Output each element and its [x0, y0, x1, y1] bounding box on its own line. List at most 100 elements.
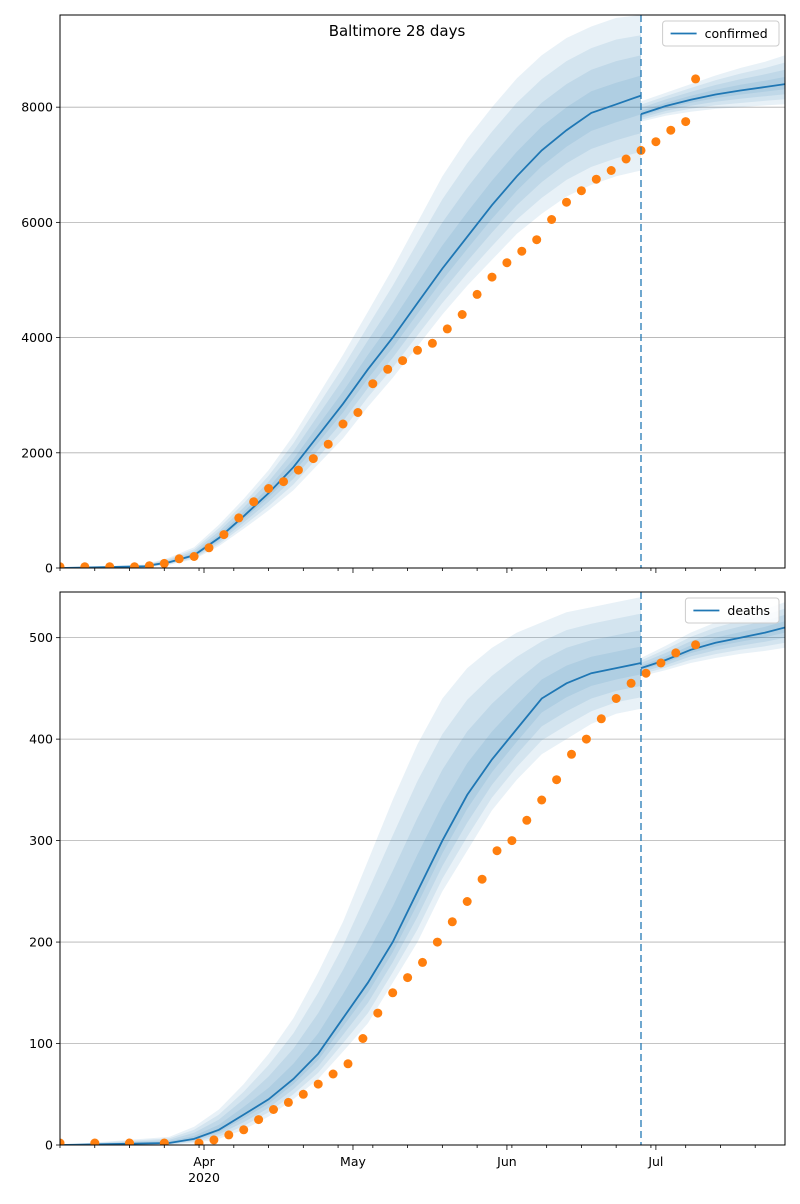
- observed-point: [219, 530, 229, 540]
- uncertainty-band: [60, 613, 641, 1145]
- uncertainty-band: [60, 15, 641, 568]
- observed-point: [581, 734, 591, 744]
- observed-point: [403, 973, 413, 983]
- observed-point: [313, 1079, 323, 1089]
- uncertainty-band: [60, 75, 641, 568]
- observed-point: [159, 1138, 169, 1145]
- uncertainty-band: [641, 608, 785, 675]
- legend-box: [684, 597, 780, 624]
- observed-point: [239, 1125, 249, 1135]
- observed-point: [606, 166, 616, 175]
- observed-point: [343, 1059, 353, 1069]
- forecast-line: [640, 626, 785, 669]
- legend-box: [662, 20, 780, 47]
- model-line: [60, 662, 642, 1145]
- observed-point: [60, 562, 65, 568]
- uncertainty-band: [641, 62, 785, 120]
- observed-point: [596, 714, 606, 724]
- observed-point: [641, 668, 651, 678]
- uncertainty-band: [60, 55, 641, 568]
- observed-point: [269, 1105, 278, 1114]
- axes-frame: [59, 591, 786, 1146]
- axes-frame: [59, 14, 786, 569]
- observed-point: [209, 1135, 219, 1145]
- uncertainty-band: [60, 630, 641, 1145]
- observed-point: [537, 795, 547, 805]
- observed-point: [547, 215, 557, 224]
- y-tick-label: 0: [45, 561, 53, 576]
- observed-point: [174, 554, 184, 564]
- observed-point: [249, 497, 259, 507]
- observed-point: [691, 640, 701, 650]
- observed-point: [591, 174, 601, 184]
- observed-point: [125, 1138, 134, 1145]
- observed-point: [298, 1089, 308, 1099]
- observed-point: [432, 937, 442, 947]
- observed-point: [621, 154, 631, 164]
- observed-point: [691, 74, 701, 84]
- x-tick-label: Jul: [647, 1154, 663, 1169]
- observed-point: [105, 562, 115, 568]
- legend-label: confirmed: [705, 26, 768, 41]
- observed-point: [666, 125, 676, 135]
- observed-point: [472, 289, 482, 299]
- observed-point: [224, 1130, 234, 1140]
- observed-point: [234, 513, 244, 523]
- observed-point: [323, 439, 333, 449]
- observed-point: [254, 1115, 264, 1125]
- uncertainty-band: [641, 69, 785, 118]
- observed-point: [671, 648, 681, 658]
- observed-point: [651, 137, 661, 147]
- observed-point: [413, 345, 422, 355]
- observed-point: [90, 1138, 100, 1145]
- observed-point: [398, 356, 408, 366]
- observed-point: [60, 1138, 65, 1145]
- forecast-line: [640, 83, 785, 115]
- observed-point: [383, 364, 393, 374]
- observed-point: [189, 552, 199, 561]
- observed-point: [576, 186, 586, 196]
- observed-point: [130, 562, 139, 568]
- observed-point: [656, 658, 666, 668]
- observed-point: [368, 379, 378, 389]
- observed-point: [279, 477, 288, 487]
- observed-point: [502, 258, 512, 268]
- y-tick-label: 2000: [21, 445, 53, 460]
- y-tick-label: 400: [29, 732, 53, 747]
- uncertainty-band: [641, 76, 785, 116]
- observed-point: [418, 957, 427, 967]
- y-tick-label: 100: [29, 1036, 53, 1051]
- y-tick-label: 6000: [21, 215, 53, 230]
- observed-point: [507, 836, 517, 846]
- observed-point: [681, 117, 691, 127]
- y-tick-label: 8000: [21, 100, 53, 115]
- observed-point: [552, 775, 562, 785]
- x-tick-label: Jun: [496, 1154, 517, 1169]
- observed-point: [204, 543, 214, 553]
- observed-point: [447, 917, 457, 927]
- y-tick-label: 200: [29, 935, 53, 950]
- x-tick-sublabel: 2020: [188, 1170, 220, 1185]
- legend-label: deaths: [727, 603, 770, 618]
- observed-point: [358, 1034, 368, 1043]
- observed-point: [373, 1008, 383, 1018]
- observed-point: [283, 1097, 293, 1107]
- observed-point: [517, 246, 527, 256]
- y-tick-label: 300: [29, 833, 53, 848]
- observed-point: [338, 419, 348, 429]
- observed-point: [328, 1069, 338, 1079]
- confirmed-panel: 0 2000 4000 6000 8000 confirmed: [21, 14, 786, 576]
- observed-point: [264, 484, 274, 493]
- observed-point: [626, 678, 636, 688]
- observed-point: [293, 465, 303, 475]
- observed-point: [492, 846, 502, 856]
- y-tick-label: 4000: [21, 330, 53, 345]
- observed-point: [522, 815, 532, 825]
- x-tick-label: May: [340, 1154, 366, 1169]
- observed-point: [567, 749, 576, 759]
- observed-point: [427, 338, 437, 348]
- observed-point: [159, 558, 169, 568]
